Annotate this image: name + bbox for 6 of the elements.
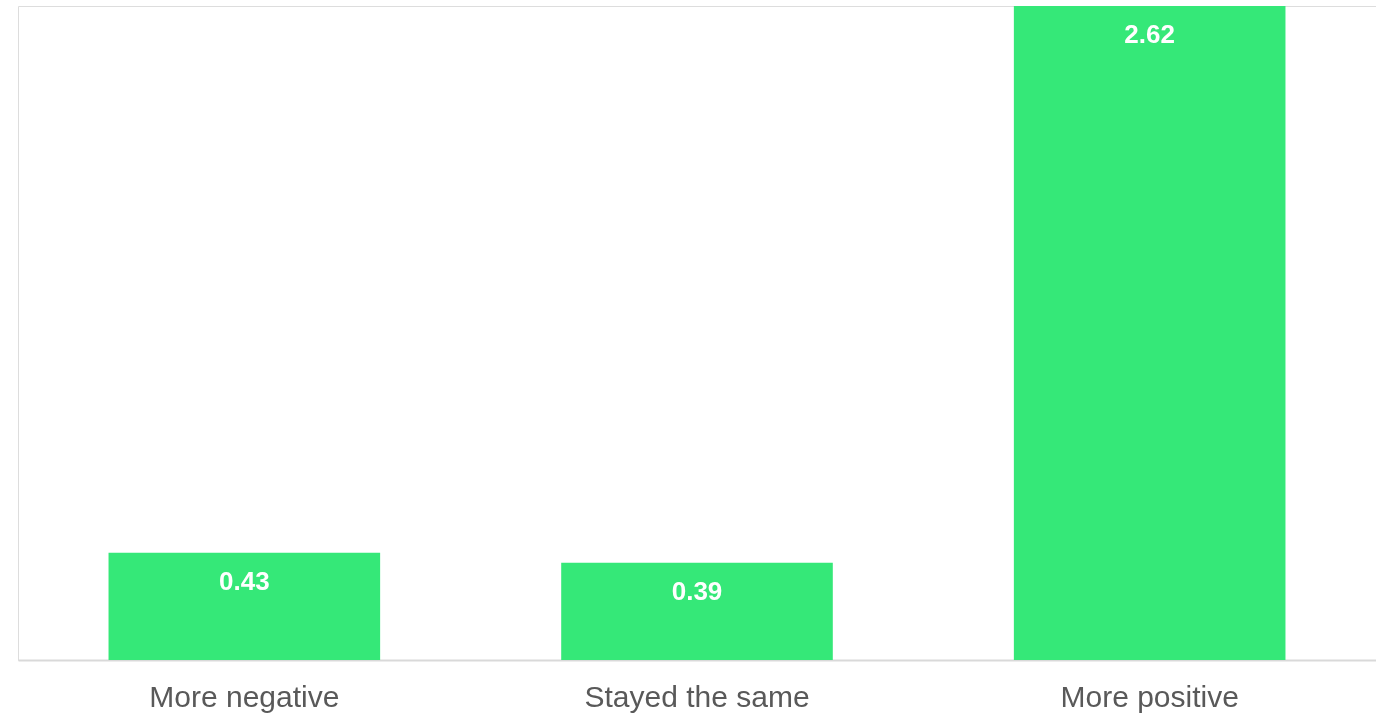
x-tick-label: More negative xyxy=(149,679,340,713)
data-label: 2.62 xyxy=(1124,19,1175,49)
data-label: 0.39 xyxy=(671,575,723,606)
x-tick-label: More positive xyxy=(1060,679,1239,713)
data-label: 0.43 xyxy=(219,565,270,596)
x-tick-label: Stayed the same xyxy=(584,679,810,713)
